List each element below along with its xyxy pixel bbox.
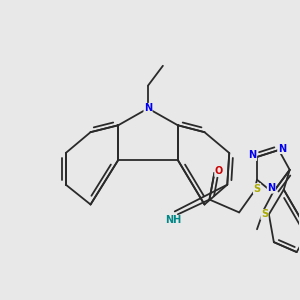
Text: N: N [278, 143, 286, 154]
Text: O: O [215, 166, 223, 176]
Text: S: S [254, 184, 261, 194]
Text: N: N [248, 150, 256, 161]
Text: NH: NH [165, 215, 182, 225]
Text: N: N [267, 183, 275, 193]
Text: S: S [261, 209, 268, 219]
Text: N: N [144, 103, 152, 113]
